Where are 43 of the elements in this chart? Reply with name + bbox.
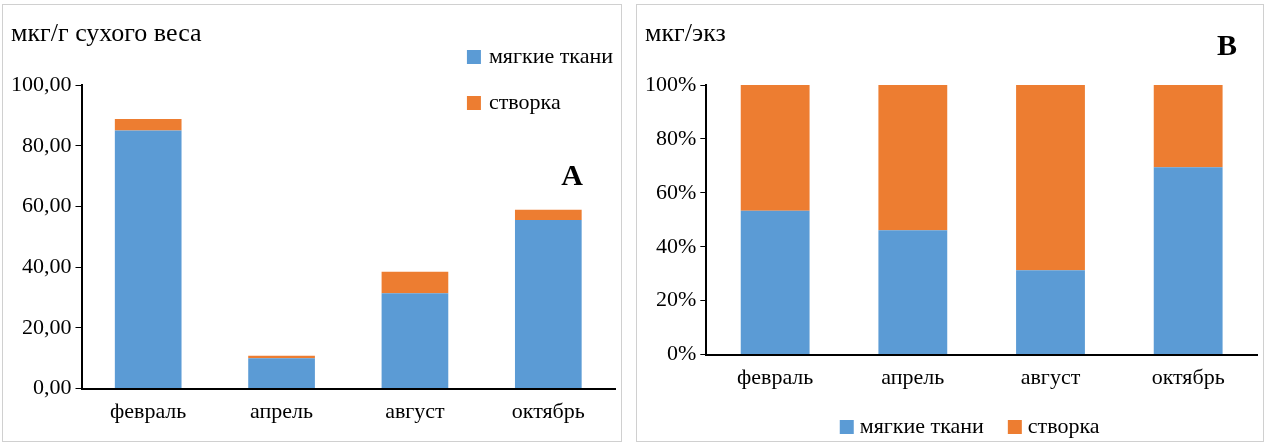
legend-label: створка	[488, 88, 561, 114]
y-tick-label: 40,00	[22, 252, 72, 278]
bar	[1153, 85, 1223, 168]
x-tick-label: октябрь	[511, 397, 585, 423]
y-tick-label: 40%	[656, 232, 697, 258]
legend-label: мягкие ткани	[488, 42, 614, 68]
y-tick-label: 20,00	[22, 313, 72, 339]
bar	[114, 119, 182, 131]
y-tick-label: 100,00	[11, 70, 72, 96]
x-tick-label: февраль	[736, 363, 814, 389]
y-tick-label: 100%	[645, 70, 697, 96]
x-tick-label: август	[1020, 363, 1081, 389]
y-tick-label: 60%	[656, 178, 697, 204]
y-axis-title: мкг/г сухого веса	[11, 18, 203, 47]
x-tick-label: апрель	[881, 363, 945, 389]
x-tick-label: апрель	[250, 397, 314, 423]
text: B	[1216, 28, 1237, 61]
bar	[381, 293, 449, 389]
legend-label: створка	[1027, 412, 1100, 438]
bar	[248, 358, 315, 389]
bar	[1153, 167, 1223, 355]
bar	[740, 85, 810, 211]
x-tick-label: октябрь	[1151, 363, 1225, 389]
bar	[1016, 270, 1085, 355]
bar	[878, 230, 948, 355]
annotation: A	[561, 158, 584, 191]
bar	[740, 210, 810, 355]
y-tick-label: 20%	[656, 286, 697, 312]
x-tick-label: август	[385, 397, 446, 423]
bar	[114, 130, 182, 389]
y-tick-label: 0,00	[33, 374, 72, 400]
bar	[514, 220, 582, 389]
bar	[514, 209, 582, 221]
x-tick-label: февраль	[109, 397, 187, 423]
y-tick-label: 60,00	[22, 192, 72, 218]
y-tick-label: 80%	[656, 124, 697, 150]
legend-label: мягкие ткани	[859, 412, 985, 438]
y-tick-label: 0%	[667, 340, 697, 366]
y-tick-label: 80,00	[22, 131, 72, 157]
bar	[1016, 85, 1085, 271]
bar	[878, 85, 948, 231]
y-axis-title: мкг/экз	[645, 18, 726, 47]
bar	[381, 271, 449, 294]
